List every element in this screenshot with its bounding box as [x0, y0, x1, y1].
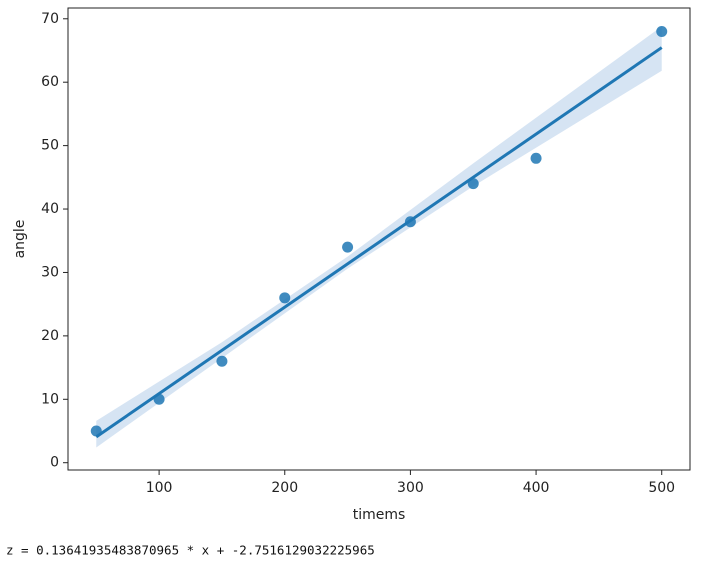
x-tick-label: 300: [397, 480, 424, 496]
x-tick-label: 400: [523, 480, 550, 496]
x-tick-label: 500: [648, 480, 675, 496]
data-point: [279, 292, 291, 304]
regression-line: [95, 46, 663, 439]
y-tick-label: 30: [41, 264, 59, 280]
x-tick-label: 200: [271, 480, 298, 496]
data-point: [216, 355, 228, 367]
y-tick-label: 60: [41, 74, 59, 90]
console-output: z = 0.13641935483870965 * x + -2.7516129…: [6, 543, 375, 558]
y-tick-label: 10: [41, 391, 59, 407]
y-tick-label: 50: [41, 138, 59, 154]
y-tick-label: 20: [41, 328, 59, 344]
y-tick-label: 70: [41, 11, 59, 27]
y-tick-label: 0: [50, 455, 59, 471]
confidence-band: [96, 26, 662, 448]
x-tick-label: 100: [146, 480, 173, 496]
data-point: [530, 152, 542, 164]
data-point: [342, 241, 354, 253]
y-tick-label: 40: [41, 201, 59, 217]
data-point: [656, 25, 668, 37]
plot-frame: [67, 7, 691, 471]
y-axis-label: angle: [12, 220, 28, 259]
x-axis-label: timems: [353, 507, 406, 523]
